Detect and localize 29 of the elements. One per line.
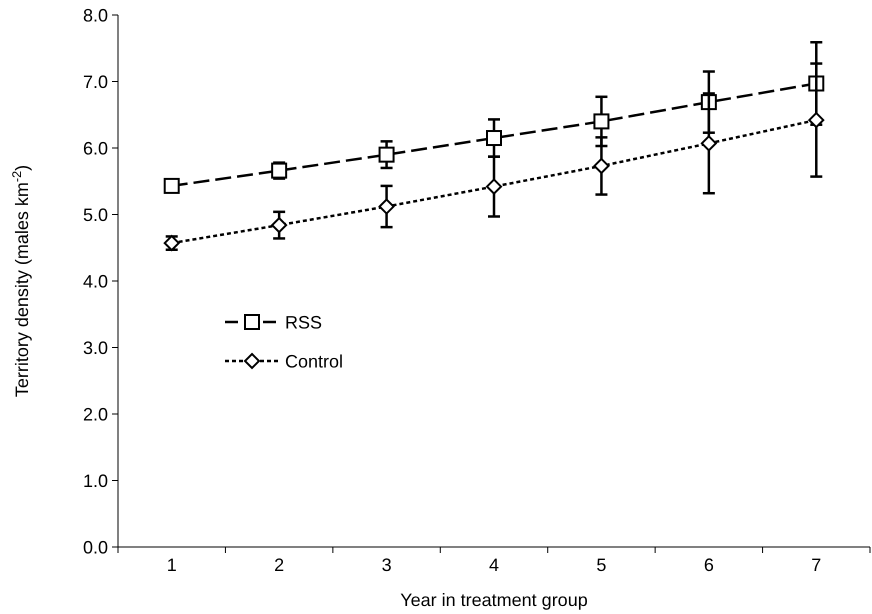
- x-tick-label: 4: [488, 555, 500, 575]
- x-axis-title: Year in treatment group: [400, 590, 588, 610]
- x-tick-label: 5: [596, 555, 606, 575]
- point: [378, 146, 395, 163]
- x-tick-label: 3: [382, 555, 392, 575]
- y-tick-label: 4.0: [82, 271, 108, 292]
- point: [808, 112, 824, 128]
- x-tick-label: 1: [166, 555, 177, 575]
- legend-label: RSS: [285, 312, 322, 332]
- point: [593, 113, 610, 130]
- x-tick-label: 2: [274, 555, 284, 575]
- y-tick-label: 6.0: [82, 138, 108, 158]
- y-tick-label: 7.0: [82, 72, 108, 92]
- point: [486, 130, 502, 146]
- point: [378, 198, 395, 215]
- point: [271, 217, 288, 234]
- point: [164, 178, 180, 194]
- y-tick-label: 8.0: [82, 5, 108, 26]
- point: [593, 158, 610, 174]
- y-tick-label: 1.0: [82, 470, 108, 491]
- y-tick-label: 3.0: [82, 338, 108, 358]
- y-tick-label: 0.0: [82, 537, 108, 558]
- y-tick-label: 5.0: [82, 204, 108, 225]
- point: [486, 178, 502, 195]
- point: [700, 135, 717, 152]
- x-tick-label: 6: [704, 555, 714, 575]
- y-tick-label: 2.0: [82, 404, 108, 424]
- legend-label: Control: [285, 351, 344, 372]
- x-tick-label: 7: [811, 555, 822, 575]
